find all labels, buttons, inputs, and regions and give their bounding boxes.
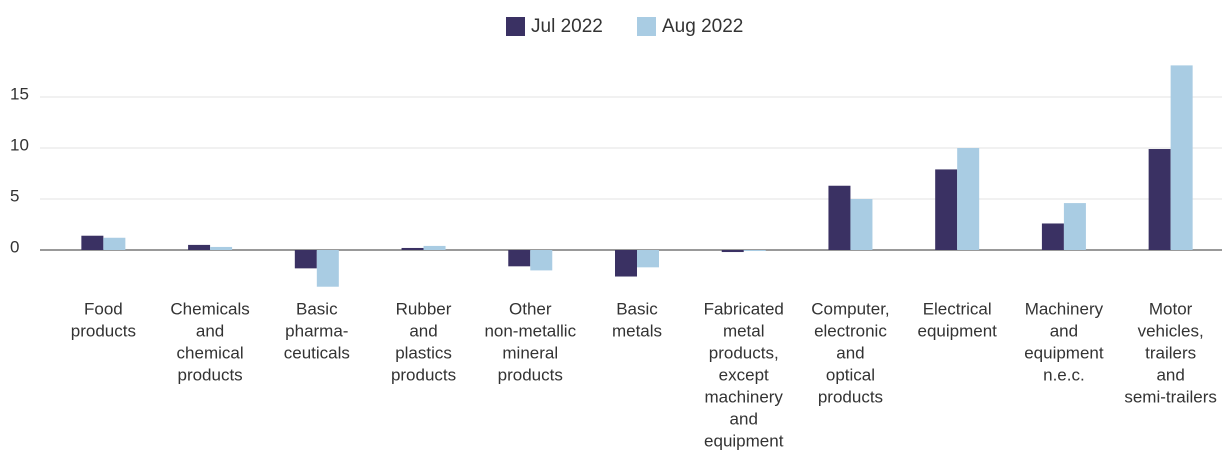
x-tick-label: and — [196, 321, 224, 340]
bar — [850, 199, 873, 250]
x-tick-label: mineral — [502, 343, 558, 362]
x-tick-label: except — [719, 365, 769, 384]
x-tick-label: optical — [826, 365, 875, 384]
bar — [935, 169, 958, 250]
x-tick-label: non-metallic — [484, 321, 576, 340]
x-tick-label: equipment — [704, 431, 784, 450]
x-tick-label: Fabricated — [704, 299, 784, 318]
y-tick-label: 0 — [10, 237, 19, 256]
x-tick-label: machinery — [705, 387, 784, 406]
x-tick-label: equipment — [917, 321, 997, 340]
x-tick-label: chemical — [177, 343, 244, 362]
x-tick-label: Basic — [296, 299, 338, 318]
x-tick-label: metal — [723, 321, 765, 340]
x-tick-label: products — [177, 365, 242, 384]
bar — [721, 250, 744, 253]
legend-swatch — [506, 17, 525, 36]
x-tick-label: ceuticals — [284, 343, 350, 362]
bar — [508, 250, 531, 267]
bar — [1041, 223, 1064, 250]
x-tick-label: Chemicals — [170, 299, 249, 318]
bar — [401, 247, 424, 250]
bar — [828, 185, 851, 250]
bar — [294, 250, 317, 269]
bar — [957, 148, 980, 250]
legend-swatch — [637, 17, 656, 36]
x-tick-label: Machinery — [1025, 299, 1104, 318]
x-tick-label: products — [391, 365, 456, 384]
x-tick-label: products — [71, 321, 136, 340]
y-tick-label: 5 — [10, 186, 19, 205]
x-tick-label: Food — [84, 299, 123, 318]
bar — [637, 250, 659, 268]
x-tick-label: equipment — [1024, 343, 1104, 362]
bar — [615, 250, 637, 277]
x-tick-label: Other — [509, 299, 552, 318]
x-tick-label: Basic — [616, 299, 658, 318]
x-tick-label: and — [1156, 365, 1184, 384]
bar — [316, 250, 339, 287]
x-tick-label: and — [409, 321, 437, 340]
y-tick-label: 15 — [10, 84, 29, 103]
x-tick-label: Computer, — [811, 299, 889, 318]
x-tick-label: metals — [612, 321, 662, 340]
bar — [743, 250, 766, 252]
bar — [1063, 203, 1086, 250]
x-tick-label: Electrical — [923, 299, 992, 318]
legend-label: Aug 2022 — [662, 16, 743, 37]
x-tick-label: trailers — [1145, 343, 1196, 362]
x-tick-label: products — [818, 387, 883, 406]
x-tick-label: products, — [709, 343, 779, 362]
x-tick-label: products — [498, 365, 563, 384]
bar — [423, 245, 446, 250]
x-tick-label: Motor — [1149, 299, 1193, 318]
x-tick-label: semi-trailers — [1124, 387, 1217, 406]
bar — [1148, 149, 1171, 250]
x-tick-label: electronic — [814, 321, 887, 340]
bar — [530, 250, 553, 271]
y-tick-label: 10 — [10, 135, 29, 154]
bar — [103, 237, 126, 250]
bar — [210, 246, 233, 250]
x-tick-label: and — [1050, 321, 1078, 340]
bar — [81, 235, 104, 250]
bar — [1170, 65, 1193, 250]
x-tick-label: pharma- — [285, 321, 348, 340]
x-tick-label: plastics — [395, 343, 452, 362]
x-tick-label: and — [730, 409, 758, 428]
x-tick-label: n.e.c. — [1043, 365, 1085, 384]
x-tick-label: vehicles, — [1138, 321, 1204, 340]
x-tick-label: Rubber — [396, 299, 452, 318]
bar — [188, 244, 211, 250]
x-tick-label: and — [836, 343, 864, 362]
legend-label: Jul 2022 — [531, 16, 603, 37]
